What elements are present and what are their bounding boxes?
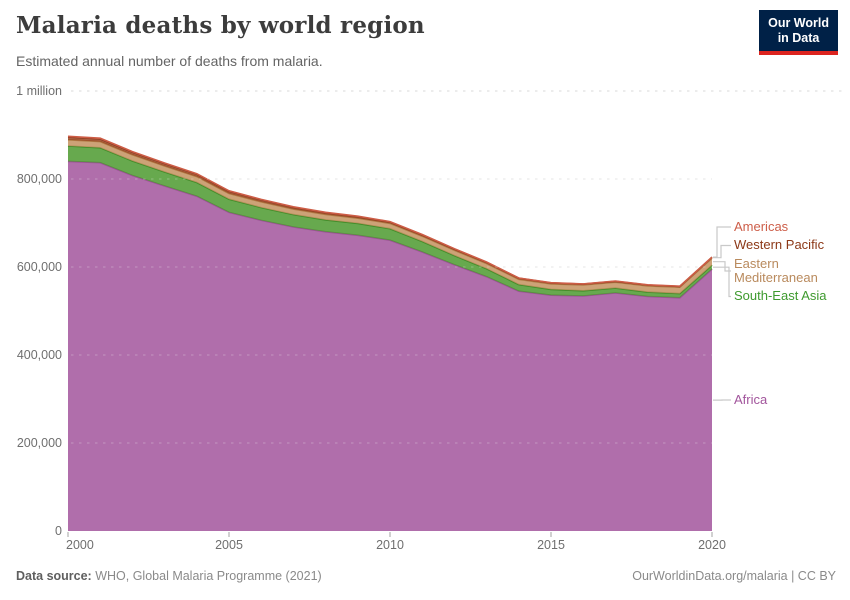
owid-logo-line1: Our World: [768, 16, 829, 30]
legend-item-south-east-asia[interactable]: South-East Asia: [734, 288, 827, 303]
y-tick-label-1m: 1 million: [16, 84, 62, 98]
y-tick-label-600k: 600,000: [16, 260, 62, 274]
data-source-text[interactable]: WHO, Global Malaria Programme (2021): [95, 569, 322, 583]
owid-logo[interactable]: Our World in Data: [759, 10, 838, 55]
x-tick-label-2020: 2020: [698, 538, 726, 552]
data-source-note: Data source: WHO, Global Malaria Program…: [16, 569, 322, 583]
x-tick-label-2000: 2000: [66, 538, 94, 552]
legend-connector: [713, 261, 731, 272]
x-tick-label-2015: 2015: [537, 538, 565, 552]
y-tick-label-0: 0: [55, 524, 62, 538]
chart-subtitle: Estimated annual number of deaths from m…: [16, 53, 323, 69]
y-tick-label-400k: 400,000: [16, 348, 62, 362]
legend-connector: [713, 244, 731, 259]
legend-item-africa[interactable]: Africa: [734, 392, 768, 407]
legend-item-americas[interactable]: Americas: [734, 219, 789, 234]
area-africa: [68, 161, 712, 531]
owid-citation-link[interactable]: OurWorldinData.org/malaria | CC BY: [632, 569, 836, 583]
data-source-label: Data source:: [16, 569, 92, 583]
legend-connector: [713, 266, 731, 298]
y-tick-label-800k: 800,000: [16, 172, 62, 186]
legend-item-western-pacific[interactable]: Western Pacific: [734, 237, 825, 252]
x-tick-label-2010: 2010: [376, 538, 404, 552]
owid-logo-line2: in Data: [777, 31, 820, 45]
area-border-americas: [67, 135, 713, 288]
x-tick-label-2005: 2005: [215, 538, 243, 552]
y-tick-label-200k: 200,000: [16, 436, 62, 450]
legend-item-eastern-mediterranean[interactable]: Eastern Mediterranean: [734, 256, 818, 285]
legend-connector: [713, 226, 731, 258]
page-title: Malaria deaths by world region: [16, 12, 425, 39]
